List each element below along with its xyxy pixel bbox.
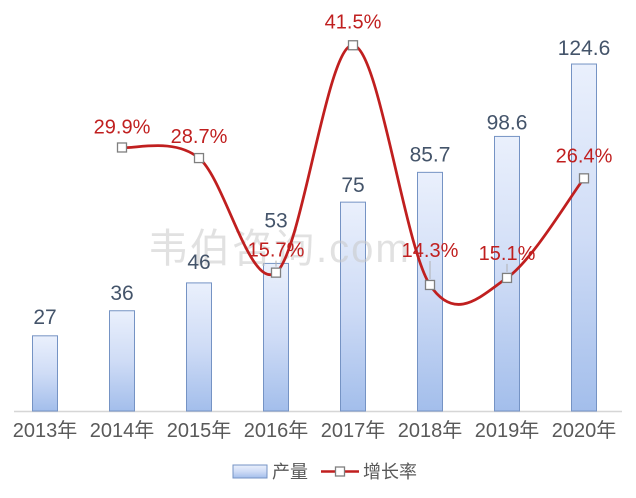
legend: 产量 增长率 [232, 462, 417, 482]
x-tick-2017年: 2017年 [321, 419, 386, 442]
growth-marker-2020年 [578, 173, 590, 184]
x-tick-2018年: 2018年 [398, 419, 463, 442]
bar-value-label-2014年: 36 [110, 282, 133, 305]
growth-marker-2019年 [501, 272, 513, 284]
growth-marker-2016年 [270, 267, 282, 278]
bar-value-label-2018年: 85.7 [410, 143, 451, 166]
growth-value-label-2020年: 26.4% [556, 145, 613, 167]
growth-value-label-2014年: 29.9% [94, 116, 151, 138]
growth-value-label-2019年: 15.1% [479, 243, 536, 265]
bar-2018年 [417, 171, 443, 412]
x-tick-2013年: 2013年 [13, 419, 78, 442]
bar-2013年 [32, 335, 58, 412]
bar-value-label-2017年: 75 [341, 174, 364, 197]
legend-growth-label: 增长率 [363, 462, 417, 482]
bar-value-label-2020年: 124.6 [558, 37, 611, 60]
growth-value-label-2015年: 28.7% [171, 126, 228, 148]
growth-marker-2017年 [347, 40, 359, 51]
bar-value-label-2019年: 98.6 [487, 111, 528, 134]
x-tick-2020年: 2020年 [552, 419, 617, 442]
legend-growth-marker [334, 466, 346, 477]
bar-2016年 [263, 262, 289, 412]
bar-value-label-2016年: 53 [264, 209, 287, 232]
legend-production-label: 产量 [272, 462, 308, 482]
bar-2015年 [186, 282, 212, 412]
growth-value-label-2017年: 41.5% [325, 11, 382, 33]
bar-2017年 [340, 201, 366, 412]
growth-value-label-2016年: 15.7% [248, 240, 305, 262]
bar-2014年 [109, 310, 135, 412]
bar-value-label-2015年: 46 [187, 251, 210, 274]
bar-value-label-2013年: 27 [33, 306, 56, 329]
x-tick-2015年: 2015年 [167, 419, 232, 442]
bar-2020年 [571, 63, 597, 412]
growth-marker-2014年 [116, 142, 128, 153]
x-tick-2014年: 2014年 [90, 419, 155, 442]
growth-marker-2015年 [193, 152, 205, 164]
x-tick-2016年: 2016年 [244, 419, 309, 442]
watermark: 韦伯咨询.com [148, 227, 411, 271]
growth-value-label-2018年: 14.3% [402, 240, 459, 262]
growth-marker-2018年 [424, 279, 436, 291]
legend-production-swatch [232, 464, 268, 479]
x-tick-2019年: 2019年 [475, 419, 540, 442]
